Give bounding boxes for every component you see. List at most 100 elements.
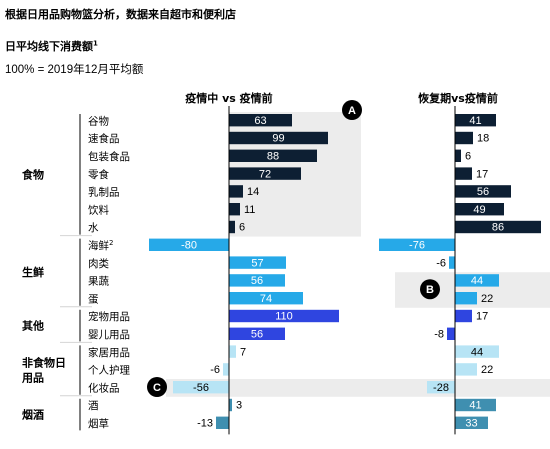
item-label: 宠物用品 [88,310,130,323]
value-label-during: 99 [272,133,284,145]
chart-subtitle: 日平均线下消费额1 [5,38,98,54]
item-label: 零食 [88,168,109,181]
bar-recovery [455,292,477,305]
value-label-during: 56 [251,275,263,287]
group-label: 用品 [22,372,44,385]
value-label-during: -80 [181,240,197,252]
chart-subtitle-footnote: 1 [93,39,98,48]
panel-title: 疫情中 vs 疫情前 [185,91,272,105]
value-label-during: 56 [251,329,263,341]
item-label: 婴儿用品 [88,329,130,341]
value-label-recovery: 41 [469,115,481,127]
value-label-during: 88 [267,151,279,163]
bar-during [229,345,236,358]
value-label-during: 63 [254,115,266,127]
value-label-recovery: 33 [465,418,477,430]
bar-recovery [455,220,541,234]
bar-during [229,149,317,162]
item-label: 果蔬 [88,276,109,288]
bar-during [216,416,229,429]
value-label-during: 57 [251,257,263,269]
item-label: 蛋 [88,293,99,305]
group-label: 食物 [22,167,44,181]
bar-recovery [455,114,496,127]
bar-recovery [379,238,455,251]
bar-during [229,327,285,340]
bar-recovery [427,381,455,394]
baseline-note: 100% = 2019年12月平均额 [5,64,144,76]
value-label-recovery: -76 [409,240,425,252]
bar-during [229,274,285,287]
value-label-during: 72 [259,168,271,180]
badge-label-a: A [348,105,356,117]
value-label-recovery: 6 [465,151,471,163]
bar-during [229,131,328,145]
item-label: 谷物 [88,114,109,127]
value-label-during: 6 [239,222,245,234]
item-label: 饮料 [88,203,109,216]
value-label-recovery: 56 [477,186,489,198]
item-label: 酒 [88,399,99,412]
item-label: 包装食品 [88,150,130,163]
chart-subtitle-text: 日平均线下消费额 [5,40,93,53]
value-label-during: 11 [244,204,255,216]
value-label-recovery: -28 [433,382,449,394]
value-label-during: -56 [193,382,209,394]
item-label: 个人护理 [88,364,130,377]
bar-recovery [455,131,473,145]
badge-label-b: B [426,284,434,296]
bar-recovery [455,345,499,358]
bar-recovery [455,149,461,162]
group-label: 生鲜 [22,265,44,279]
bar-recovery [455,185,511,198]
value-label-recovery: 22 [481,293,493,305]
chart-title: 根据日用品购物篮分析，数据来自超市和便利店 [5,8,236,21]
value-label-recovery: 49 [473,204,485,216]
bar-during [229,292,303,305]
bar-during [223,363,229,376]
value-label-recovery: 44 [471,275,483,287]
value-label-during: -13 [197,418,213,430]
bar-during [173,381,229,394]
bar-recovery [455,274,499,287]
group-label: 其他 [22,319,44,333]
bar-during [149,238,229,251]
group-label: 非食物日 [22,356,66,370]
badge-b [420,279,440,300]
bar-recovery [447,327,455,340]
item-label: 速食品 [88,132,120,145]
value-label-recovery: 86 [492,222,504,234]
item-label: 肉类 [88,257,109,270]
bar-recovery [455,309,472,323]
bar-recovery [455,203,504,216]
value-label-during: 3 [236,400,242,412]
value-label-recovery: 17 [476,168,488,180]
value-label-during: -6 [210,364,220,376]
value-label-during: 74 [260,293,272,305]
value-label-recovery: -6 [436,257,446,269]
bar-during [229,256,286,269]
bar-during [229,203,240,216]
item-label: 乳制品 [88,186,120,199]
panel-title: 恢复期vs疫情前 [418,91,498,105]
value-label-during: 14 [247,186,259,198]
bar-recovery [455,363,477,376]
value-label-recovery: 44 [471,346,483,358]
badge-a [342,100,362,120]
bar-recovery [449,256,455,269]
bar-recovery [455,167,472,180]
badge-label-c: C [153,382,161,394]
group-label: 烟酒 [22,408,44,422]
bar-during [229,114,292,127]
value-label-recovery: 17 [476,311,488,323]
bar-during [229,398,232,412]
bar-recovery [455,416,488,429]
item-label: 化妆品 [88,381,120,394]
item-label: 家居用品 [88,346,130,359]
value-label-during: 7 [240,346,246,358]
bar-during [229,220,235,234]
value-label-recovery: 18 [477,133,489,145]
bar-recovery [455,398,496,412]
